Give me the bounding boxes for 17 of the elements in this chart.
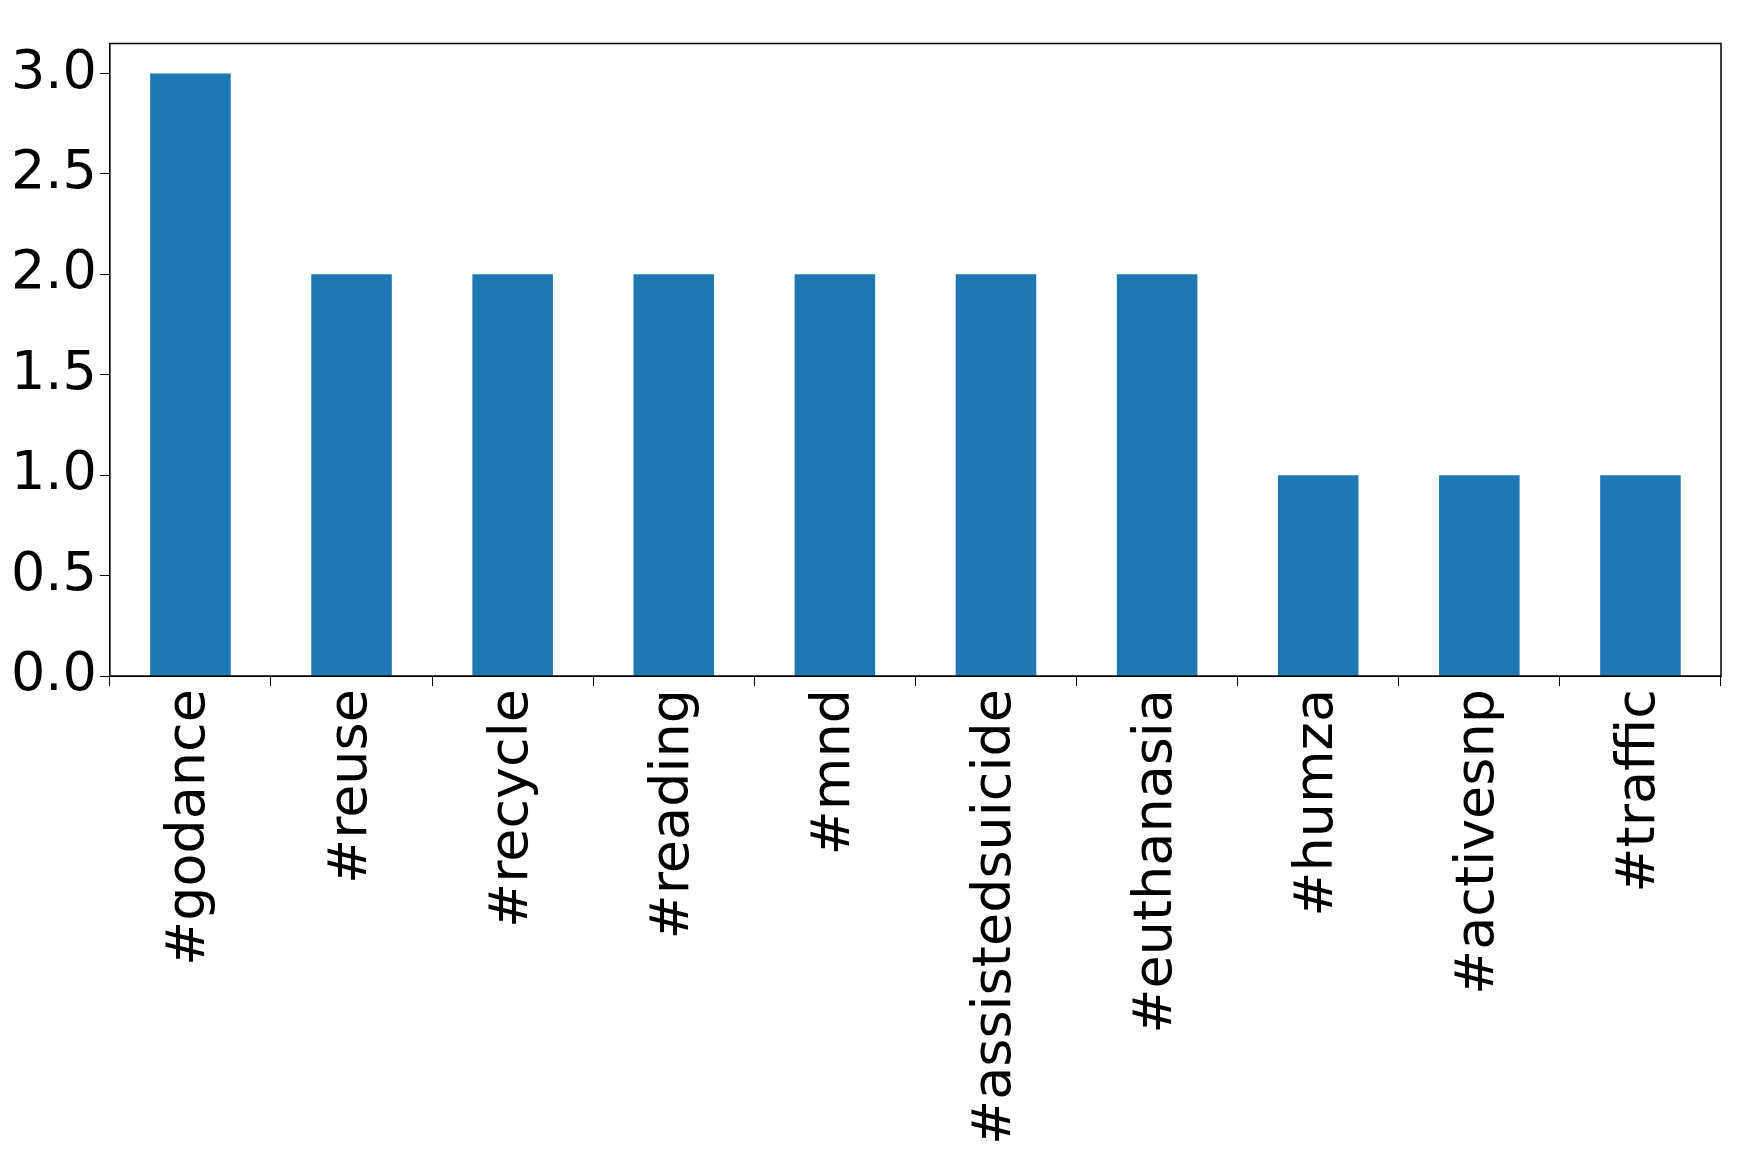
x-tick-label: #humza	[1282, 689, 1346, 917]
x-tick-label: #activesnp	[1443, 689, 1507, 996]
y-tick-label: 1.0	[10, 439, 97, 503]
y-tick-label: 3.0	[10, 37, 97, 101]
y-tick-label: 2.0	[10, 238, 97, 302]
x-tick-label: #mnd	[798, 689, 862, 856]
y-tick-label: 0.0	[10, 640, 97, 704]
x-tick-label: #euthanasia	[1121, 689, 1185, 1034]
x-tick-label: #reuse	[315, 689, 379, 885]
x-tick-label: #traffic	[1604, 689, 1668, 893]
x-tick-label: #recycle	[476, 689, 540, 929]
y-tick-label: 0.5	[10, 539, 97, 603]
x-tick-label: #assistedsuicide	[960, 689, 1024, 1145]
x-tick-label: #reading	[637, 689, 701, 940]
y-tick-label: 1.5	[10, 338, 97, 402]
y-tick-label: 2.5	[10, 137, 97, 201]
x-tick-label: #godance	[154, 689, 218, 967]
